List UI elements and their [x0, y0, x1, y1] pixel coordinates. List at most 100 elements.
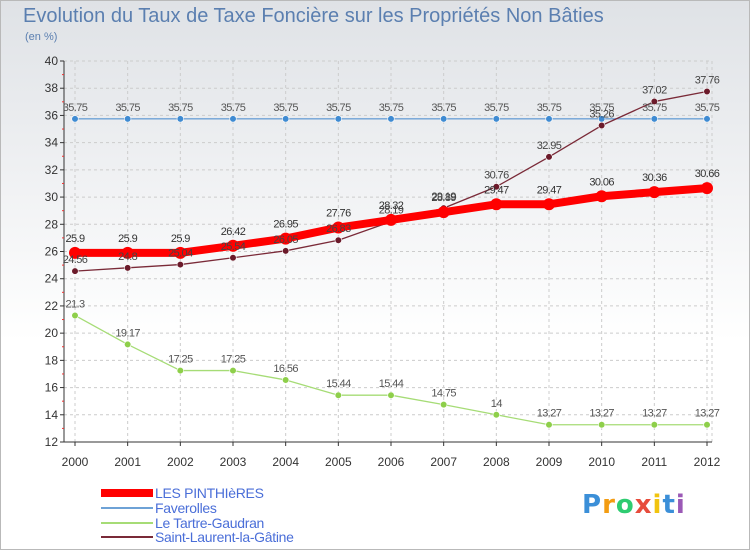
series-point-0 — [648, 186, 661, 199]
series-point-2 — [71, 311, 79, 320]
series-point-2 — [229, 366, 237, 375]
data-label-2: 13.27 — [537, 408, 562, 420]
series-point-3 — [229, 254, 237, 262]
series-point-0 — [385, 213, 397, 226]
data-label-1: 35.75 — [589, 102, 614, 114]
series-point-0 — [174, 246, 187, 259]
legend-label: Faverolles — [155, 500, 217, 517]
legend-item-1: Faverolles — [101, 500, 294, 517]
data-labels: 25.9 25.9 25.926.4226.9527.7628.3228.8929.… — [63, 74, 721, 420]
data-label-3: 25.54 — [221, 241, 246, 253]
data-label-0: 26.42 — [221, 226, 246, 238]
data-label-2: 13.27 — [589, 408, 614, 420]
axes: 12 14 16 18 20 22 24 26 28 30 32 34 36 38 40 2000 2001 20… — [45, 54, 721, 469]
data-label-3: 29.19 — [431, 191, 456, 203]
y-tick-label: 20 — [45, 326, 59, 340]
x-tick-label: 2011 — [641, 455, 667, 469]
y-tick-label: 36 — [45, 108, 59, 122]
data-label-0: 26.95 — [273, 219, 298, 231]
legend: LES PINTHIèRES Faverolles Le Tartre-Gaudra… — [101, 485, 294, 545]
x-tick-label: 2006 — [378, 455, 405, 469]
y-tick-label: 12 — [45, 435, 59, 449]
series-point-1 — [334, 115, 342, 123]
data-label-1: 35.75 — [537, 102, 562, 114]
x-tick-label: 2003 — [220, 455, 247, 469]
data-label-0: 25.9 — [171, 233, 190, 245]
data-label-1: 35.75 — [431, 102, 456, 114]
legend-item-0: LES PINTHIèRES — [101, 485, 294, 501]
data-label-1: 35.75 — [168, 102, 193, 114]
series-point-1 — [545, 115, 553, 123]
series-point-3 — [598, 121, 606, 130]
x-tick-label: 2010 — [588, 455, 615, 469]
legend-swatch — [101, 536, 153, 539]
data-label-2: 15.44 — [326, 378, 351, 390]
data-label-1: 35.75 — [484, 102, 509, 114]
legend-item-2: Le Tartre-Gaudran — [101, 514, 294, 531]
legend-swatch — [101, 521, 153, 524]
data-label-3: 26.83 — [326, 223, 351, 235]
series-point-0 — [437, 206, 450, 219]
logo-letter: t — [662, 490, 676, 520]
data-label-2: 14.75 — [431, 388, 456, 400]
y-tick-label: 32 — [45, 163, 59, 177]
data-label-1: 35.75 — [115, 102, 140, 114]
series-point-2 — [650, 421, 658, 429]
y-tick-label: 28 — [45, 217, 59, 231]
y-axis-unit: (en %) — [25, 31, 58, 43]
series-point-2 — [124, 340, 132, 349]
series-point-2 — [598, 421, 606, 429]
logo-letter: i — [675, 490, 686, 520]
series-point-3 — [176, 260, 184, 269]
x-tick-label: 2002 — [167, 455, 194, 469]
series-point-3 — [492, 183, 500, 191]
series-point-0 — [543, 198, 555, 211]
series-point-0 — [332, 221, 345, 234]
series-point-2 — [703, 421, 711, 429]
series-point-0 — [279, 232, 292, 245]
data-label-1: 35.75 — [273, 102, 298, 114]
data-label-0: 25.9 — [65, 233, 84, 245]
series-point-2 — [387, 391, 395, 399]
y-tick-label: 34 — [45, 136, 59, 150]
y-tick-label: 22 — [45, 299, 59, 313]
chart-title: Evolution du Taux de Taxe Foncière sur l… — [23, 5, 604, 27]
series-point-2 — [545, 421, 553, 429]
data-label-2: 17.25 — [221, 354, 246, 366]
legend-item-3: Saint-Laurent-la-Gâtine — [101, 529, 294, 545]
series-point-1 — [124, 115, 132, 123]
data-label-0: 30.66 — [695, 168, 720, 180]
data-label-1: 35.75 — [642, 102, 667, 114]
y-tick-label: 38 — [45, 81, 59, 95]
data-label-2: 17.25 — [168, 354, 193, 366]
series-point-1 — [229, 115, 237, 123]
series-point-2 — [282, 376, 290, 384]
data-label-3: 32.95 — [537, 140, 562, 152]
x-tick-label: 2000 — [62, 455, 89, 469]
series-point-3 — [650, 97, 658, 106]
proxiti-logo: Proxiti — [582, 490, 686, 520]
x-tick-label: 2005 — [325, 455, 352, 469]
x-tick-label: 2008 — [483, 455, 510, 469]
data-label-3: 24.56 — [63, 254, 88, 266]
series-point-2 — [492, 411, 500, 419]
data-label-1: 35.75 — [379, 102, 404, 114]
series-point-2 — [334, 391, 342, 399]
y-tick-label: 30 — [45, 190, 59, 204]
legend-swatch — [101, 507, 153, 510]
data-label-2: 15.44 — [379, 378, 404, 390]
series-point-0 — [69, 246, 81, 259]
data-label-3: 24.8 — [118, 251, 137, 263]
y-tick-label: 24 — [45, 272, 59, 286]
y-tick-label: 16 — [45, 381, 59, 395]
legend-label: Le Tartre-Gaudran — [155, 514, 265, 531]
logo-letter: P — [582, 490, 603, 520]
series-point-1 — [492, 115, 500, 123]
data-label-2: 13.27 — [642, 408, 667, 420]
series-point-1 — [71, 115, 79, 123]
data-label-2: 16.56 — [273, 363, 298, 375]
series-point-1 — [387, 115, 395, 123]
series-point-1 — [440, 115, 448, 123]
data-label-3: 25.04 — [168, 248, 193, 260]
